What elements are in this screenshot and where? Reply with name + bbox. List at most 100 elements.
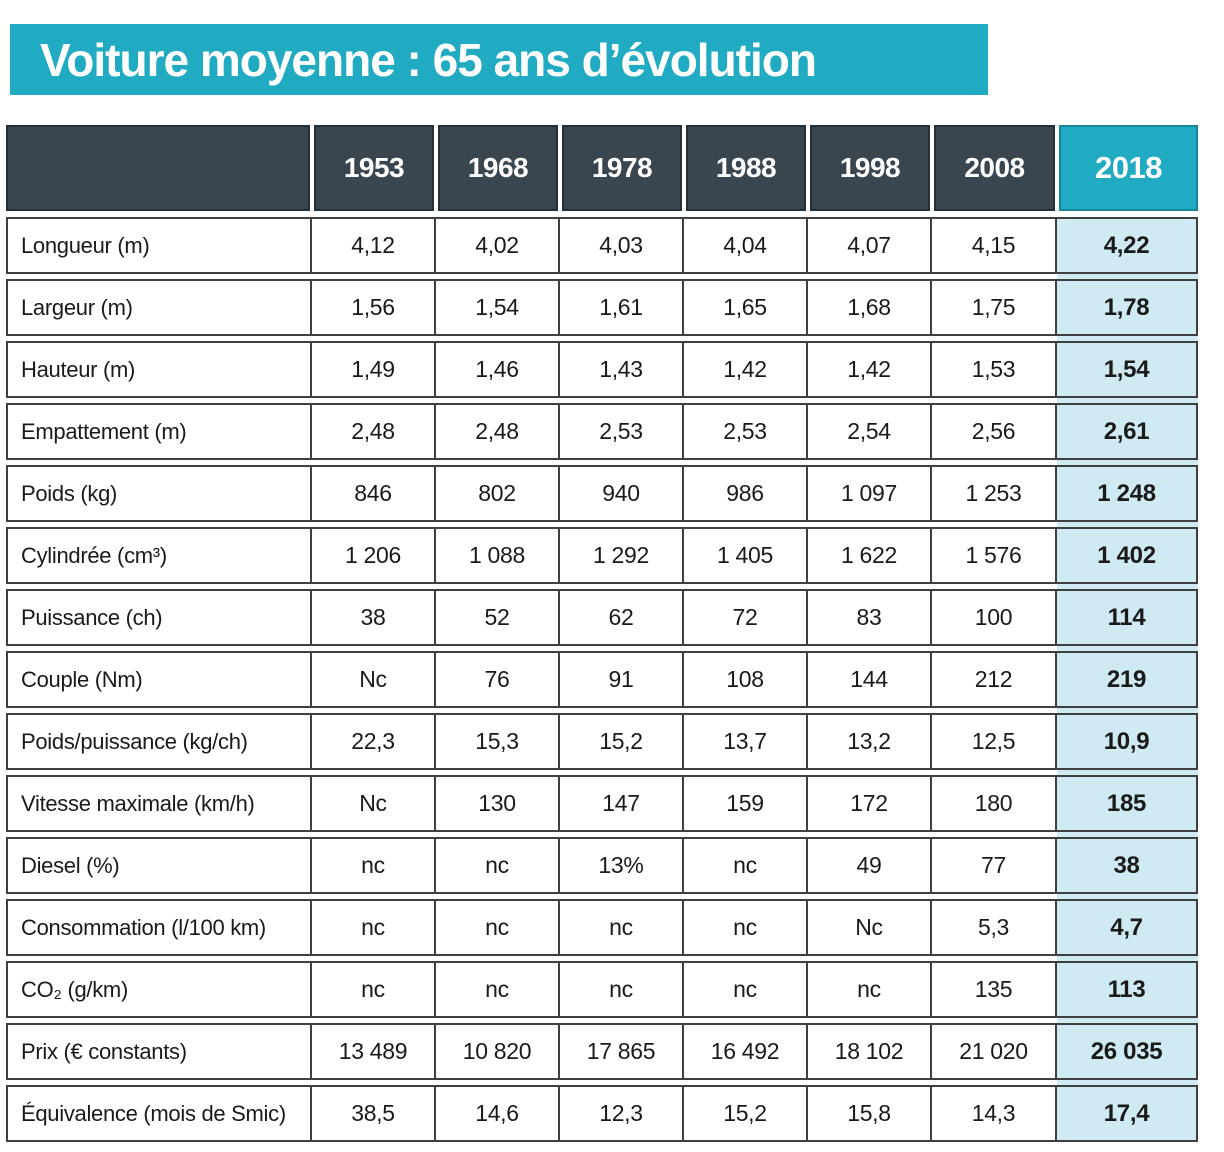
value-cell: 4,04 bbox=[684, 219, 808, 272]
value-cell: 1,42 bbox=[808, 343, 932, 396]
value-cell: 15,8 bbox=[808, 1087, 932, 1140]
highlight-value-cell: 4,22 bbox=[1057, 219, 1196, 272]
highlight-value-cell: 1,78 bbox=[1057, 281, 1196, 334]
value-cell: 1 576 bbox=[932, 529, 1057, 582]
value-cell: 17 865 bbox=[560, 1025, 684, 1078]
highlight-value-cell: 17,4 bbox=[1057, 1087, 1196, 1140]
year-header-cell: 1998 bbox=[808, 125, 932, 211]
value-cell: 4,12 bbox=[312, 219, 436, 272]
value-cell: 15,2 bbox=[560, 715, 684, 768]
row-label-cell: Poids/puissance (kg/ch) bbox=[8, 715, 312, 768]
table-row: Cylindrée (cm³) 1 206 1 088 1 292 1 405 1 622… bbox=[6, 527, 1198, 584]
value-cell: 15,3 bbox=[436, 715, 560, 768]
row-label-cell: Empattement (m) bbox=[8, 405, 312, 458]
table-header-row: 1953 1968 1978 1988 1998 2008 2018 bbox=[6, 125, 1198, 211]
value-cell: 1 405 bbox=[684, 529, 808, 582]
value-cell: 144 bbox=[808, 653, 932, 706]
highlight-value-cell: 10,9 bbox=[1057, 715, 1196, 768]
value-cell: 846 bbox=[312, 467, 436, 520]
value-cell: 91 bbox=[560, 653, 684, 706]
year-header-cell: 1978 bbox=[560, 125, 684, 211]
highlight-value-cell: 26 035 bbox=[1057, 1025, 1196, 1078]
value-cell: 1,61 bbox=[560, 281, 684, 334]
table-row: Diesel (%) nc nc 13% nc 49 77 38 bbox=[6, 837, 1198, 894]
value-cell: 77 bbox=[932, 839, 1057, 892]
value-cell: 1,68 bbox=[808, 281, 932, 334]
row-label-cell: Largeur (m) bbox=[8, 281, 312, 334]
value-cell: 4,07 bbox=[808, 219, 932, 272]
value-cell: 4,15 bbox=[932, 219, 1057, 272]
value-cell: nc bbox=[312, 901, 436, 954]
table-row: CO₂ (g/km) nc nc nc nc nc 135 113 bbox=[6, 961, 1198, 1018]
value-cell: 15,2 bbox=[684, 1087, 808, 1140]
year-header-cell: 1953 bbox=[312, 125, 436, 211]
value-cell: 49 bbox=[808, 839, 932, 892]
value-cell: nc bbox=[312, 839, 436, 892]
value-cell: 1,75 bbox=[932, 281, 1057, 334]
year-header-label: 1988 bbox=[686, 125, 806, 211]
value-cell: 135 bbox=[932, 963, 1057, 1016]
highlight-value-cell: 113 bbox=[1057, 963, 1196, 1016]
value-cell: 1,56 bbox=[312, 281, 436, 334]
table-row: Empattement (m) 2,48 2,48 2,53 2,53 2,54 2,56 2… bbox=[6, 403, 1198, 460]
table-row: Vitesse maximale (km/h) Nc 130 147 159 172 180… bbox=[6, 775, 1198, 832]
row-label-cell: CO₂ (g/km) bbox=[8, 963, 312, 1016]
value-cell: 180 bbox=[932, 777, 1057, 830]
year-header-label: 1953 bbox=[314, 125, 434, 211]
row-label-cell: Équivalence (mois de Smic) bbox=[8, 1087, 312, 1140]
highlight-value-cell: 185 bbox=[1057, 777, 1196, 830]
row-label-cell: Vitesse maximale (km/h) bbox=[8, 777, 312, 830]
table-row: Consommation (l/100 km) nc nc nc nc Nc 5,3 4,7 bbox=[6, 899, 1198, 956]
value-cell: nc bbox=[312, 963, 436, 1016]
header-corner-box bbox=[6, 125, 310, 211]
row-label-cell: Couple (Nm) bbox=[8, 653, 312, 706]
value-cell: 1 253 bbox=[932, 467, 1057, 520]
value-cell: 1 097 bbox=[808, 467, 932, 520]
value-cell: Nc bbox=[808, 901, 932, 954]
value-cell: nc bbox=[560, 963, 684, 1016]
table-row: Longueur (m) 4,12 4,02 4,03 4,04 4,07 4,15 4,22 bbox=[6, 217, 1198, 274]
value-cell: 2,53 bbox=[684, 405, 808, 458]
value-cell: 12,3 bbox=[560, 1087, 684, 1140]
highlight-value-cell: 4,7 bbox=[1057, 901, 1196, 954]
value-cell: 38 bbox=[312, 591, 436, 644]
table-row: Poids (kg) 846 802 940 986 1 097 1 253 1 248 bbox=[6, 465, 1198, 522]
value-cell: 1,43 bbox=[560, 343, 684, 396]
value-cell: 13% bbox=[560, 839, 684, 892]
year-header-cell: 1988 bbox=[684, 125, 808, 211]
value-cell: nc bbox=[684, 901, 808, 954]
value-cell: 4,03 bbox=[560, 219, 684, 272]
table-row: Largeur (m) 1,56 1,54 1,61 1,65 1,68 1,75 1,78 bbox=[6, 279, 1198, 336]
value-cell: nc bbox=[560, 901, 684, 954]
value-cell: 1,65 bbox=[684, 281, 808, 334]
highlight-value-cell: 1 402 bbox=[1057, 529, 1196, 582]
value-cell: 159 bbox=[684, 777, 808, 830]
title-bar: Voiture moyenne : 65 ans d’évolution bbox=[10, 24, 988, 95]
data-table: 1953 1968 1978 1988 1998 2008 2018 Longueur (m… bbox=[6, 125, 1198, 1142]
value-cell: 147 bbox=[560, 777, 684, 830]
value-cell: 72 bbox=[684, 591, 808, 644]
year-header-cell: 2018 bbox=[1057, 125, 1198, 211]
value-cell: 2,53 bbox=[560, 405, 684, 458]
value-cell: 1,46 bbox=[436, 343, 560, 396]
highlight-value-cell: 1 248 bbox=[1057, 467, 1196, 520]
value-cell: 22,3 bbox=[312, 715, 436, 768]
value-cell: nc bbox=[808, 963, 932, 1016]
value-cell: nc bbox=[436, 839, 560, 892]
value-cell: 802 bbox=[436, 467, 560, 520]
value-cell: 1,49 bbox=[312, 343, 436, 396]
value-cell: 130 bbox=[436, 777, 560, 830]
year-header-label: 1968 bbox=[438, 125, 558, 211]
value-cell: 76 bbox=[436, 653, 560, 706]
value-cell: 2,48 bbox=[436, 405, 560, 458]
year-header-cell: 1968 bbox=[436, 125, 560, 211]
value-cell: 13 489 bbox=[312, 1025, 436, 1078]
value-cell: 12,5 bbox=[932, 715, 1057, 768]
value-cell: nc bbox=[436, 963, 560, 1016]
value-cell: 940 bbox=[560, 467, 684, 520]
value-cell: 2,56 bbox=[932, 405, 1057, 458]
row-label-cell: Diesel (%) bbox=[8, 839, 312, 892]
value-cell: Nc bbox=[312, 777, 436, 830]
value-cell: 108 bbox=[684, 653, 808, 706]
value-cell: 2,48 bbox=[312, 405, 436, 458]
